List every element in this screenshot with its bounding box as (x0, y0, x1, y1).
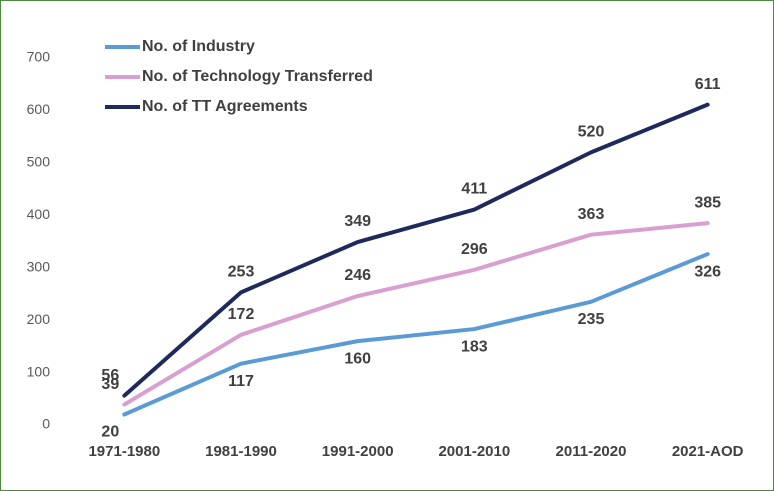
data-label: 235 (578, 311, 605, 328)
y-tick-label: 700 (27, 49, 51, 65)
data-label: 183 (461, 338, 488, 355)
series-line (122, 252, 710, 417)
data-label: 253 (228, 264, 255, 281)
x-tick-label: 2011-2020 (556, 443, 627, 460)
series-line (122, 102, 710, 398)
y-tick-label: 0 (42, 416, 50, 432)
data-label: 520 (578, 124, 605, 141)
y-tick-label: 500 (27, 154, 51, 170)
data-label: 363 (578, 206, 605, 223)
series-line (122, 221, 710, 407)
data-label: 326 (694, 263, 721, 280)
data-label: 56 (101, 367, 119, 384)
data-label: 611 (695, 76, 721, 93)
y-tick-label: 400 (27, 206, 51, 222)
legend-label: No. of Industry (142, 38, 255, 55)
data-label: 39 (101, 376, 119, 393)
y-tick-label: 300 (27, 258, 51, 274)
x-tick-label: 2001-2010 (438, 443, 510, 460)
y-tick-label: 600 (27, 101, 51, 117)
data-label: 349 (344, 213, 371, 230)
data-label: 385 (694, 194, 721, 211)
data-label: 160 (344, 350, 371, 367)
x-tick-label: 2021-AOD (672, 443, 744, 460)
y-tick-label: 100 (27, 363, 51, 379)
legend-label: No. of TT Agreements (142, 98, 308, 115)
data-label: 117 (228, 373, 254, 390)
data-label: 172 (228, 306, 255, 323)
legend-label: No. of Technology Transferred (142, 68, 373, 85)
data-label: 20 (101, 424, 119, 441)
x-tick-label: 1981-1990 (205, 443, 277, 460)
data-label: 246 (344, 267, 371, 284)
y-tick-label: 200 (27, 311, 51, 327)
data-label: 296 (461, 241, 488, 258)
data-label: 411 (461, 181, 487, 198)
x-tick-label: 1971-1980 (88, 443, 160, 460)
x-tick-label: 1991-2000 (322, 443, 394, 460)
